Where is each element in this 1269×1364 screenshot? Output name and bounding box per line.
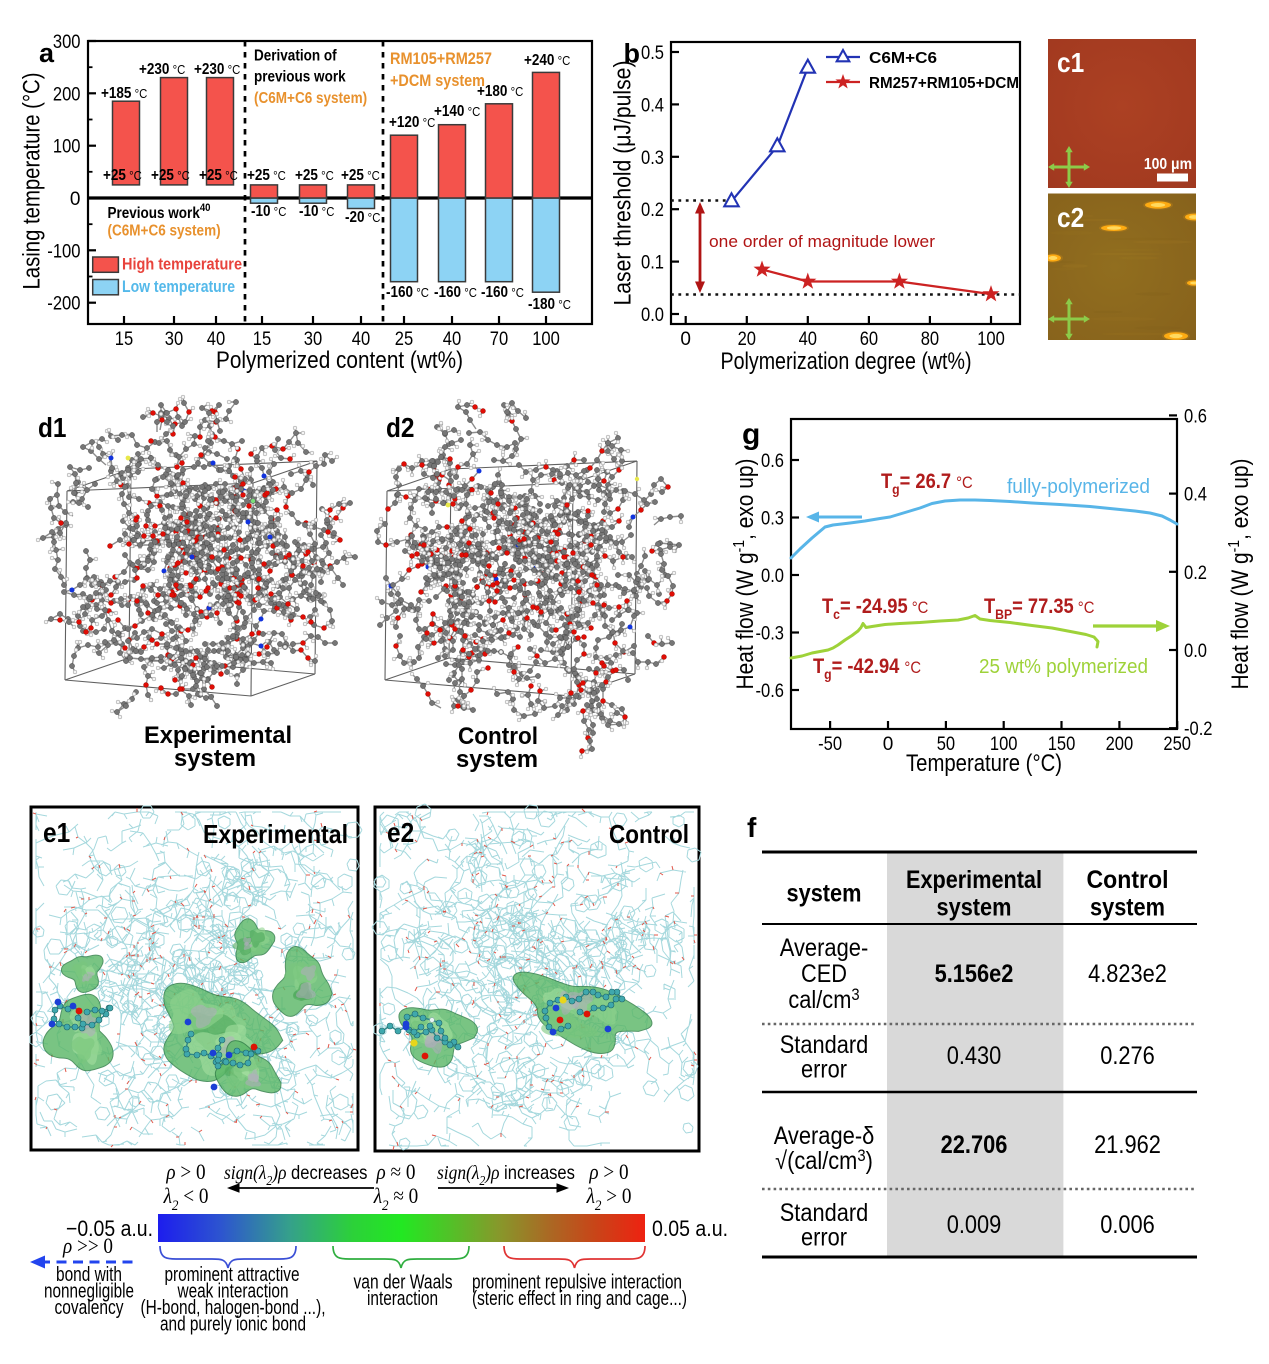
svg-text:200: 200 bbox=[53, 84, 81, 105]
svg-text:+185 °C: +185 °C bbox=[101, 85, 147, 102]
svg-text:RM257+RM105+DCM: RM257+RM105+DCM bbox=[869, 75, 1019, 92]
svg-text:Heat flow (W g-1, exo up): Heat flow (W g-1, exo up) bbox=[1225, 459, 1253, 690]
svg-text:one order of magnitude lower: one order of magnitude lower bbox=[709, 233, 936, 251]
svg-text:RM105+RM257: RM105+RM257 bbox=[390, 50, 492, 68]
svg-text:system: system bbox=[456, 746, 538, 773]
svg-text:100: 100 bbox=[977, 329, 1005, 350]
svg-text:a: a bbox=[39, 38, 55, 68]
svg-text:0.4: 0.4 bbox=[641, 95, 664, 116]
svg-text:-50: -50 bbox=[818, 734, 842, 755]
svg-text:0.4: 0.4 bbox=[1184, 485, 1207, 506]
svg-text:Derivation of: Derivation of bbox=[254, 48, 337, 65]
svg-text:100 μm: 100 μm bbox=[1144, 156, 1192, 173]
svg-text:-20 °C: -20 °C bbox=[345, 209, 381, 226]
svg-text:0.3: 0.3 bbox=[641, 148, 664, 169]
svg-text:0: 0 bbox=[70, 189, 81, 210]
svg-text:b: b bbox=[624, 39, 641, 69]
svg-text:40: 40 bbox=[799, 329, 817, 350]
svg-text:+25 °C: +25 °C bbox=[247, 167, 286, 184]
svg-text:80: 80 bbox=[921, 329, 939, 350]
svg-text:0: 0 bbox=[883, 734, 894, 755]
svg-text:-160 °C: -160 °C bbox=[481, 284, 524, 301]
svg-text:-0.3: -0.3 bbox=[756, 624, 785, 645]
svg-text:Temperature (°C): Temperature (°C) bbox=[906, 750, 1062, 777]
svg-text:+230 °C: +230 °C bbox=[139, 61, 185, 78]
svg-text:300: 300 bbox=[53, 32, 81, 53]
svg-text:-180 °C: -180 °C bbox=[528, 296, 571, 313]
svg-text:Polymerized content (wt%): Polymerized content (wt%) bbox=[216, 347, 463, 374]
svg-text:High temperature: High temperature bbox=[122, 256, 242, 274]
svg-text:15: 15 bbox=[115, 329, 133, 350]
svg-text:-10 °C: -10 °C bbox=[251, 203, 287, 220]
svg-text:-200: -200 bbox=[47, 294, 80, 315]
svg-text:0.0: 0.0 bbox=[641, 305, 664, 326]
svg-text:C6M+C6: C6M+C6 bbox=[869, 50, 937, 67]
svg-text:-100: -100 bbox=[47, 241, 80, 262]
svg-text:250: 250 bbox=[1163, 734, 1191, 755]
svg-text:-160 °C: -160 °C bbox=[434, 284, 477, 301]
svg-text:100: 100 bbox=[532, 329, 560, 350]
svg-text:Low temperature: Low temperature bbox=[122, 278, 235, 296]
svg-text:+140 °C: +140 °C bbox=[434, 103, 480, 120]
svg-text:0.6: 0.6 bbox=[1184, 406, 1207, 427]
svg-text:0.2: 0.2 bbox=[641, 200, 664, 221]
svg-text:0.2: 0.2 bbox=[1184, 563, 1207, 584]
svg-text:70: 70 bbox=[490, 329, 508, 350]
svg-text:c2: c2 bbox=[1057, 202, 1084, 233]
svg-text:0.3: 0.3 bbox=[761, 509, 784, 530]
svg-text:g: g bbox=[742, 418, 760, 451]
svg-text:Laser threshold (μJ/pulse): Laser threshold (μJ/pulse) bbox=[610, 61, 637, 306]
svg-text:+120 °C: +120 °C bbox=[389, 114, 435, 131]
svg-text:0: 0 bbox=[680, 329, 691, 350]
svg-text:+25 °C: +25 °C bbox=[199, 167, 238, 184]
svg-text:0.6: 0.6 bbox=[761, 451, 784, 472]
svg-text:previous work: previous work bbox=[254, 69, 346, 86]
svg-text:25 wt% polymerized: 25 wt% polymerized bbox=[979, 656, 1148, 678]
svg-text:Lasing temperature (°C): Lasing temperature (°C) bbox=[19, 73, 46, 290]
svg-text:+230 °C: +230 °C bbox=[194, 61, 240, 78]
svg-text:Previous work40: Previous work40 bbox=[108, 202, 211, 222]
svg-text:20: 20 bbox=[738, 329, 756, 350]
svg-text:-160 °C: -160 °C bbox=[386, 284, 429, 301]
svg-text:-0.6: -0.6 bbox=[756, 681, 785, 702]
svg-text:0.1: 0.1 bbox=[641, 253, 664, 274]
svg-text:30: 30 bbox=[165, 329, 183, 350]
svg-text:(C6M+C6 system): (C6M+C6 system) bbox=[254, 90, 367, 107]
svg-text:60: 60 bbox=[860, 329, 878, 350]
svg-text:+DCM system: +DCM system bbox=[390, 72, 485, 90]
svg-text:200: 200 bbox=[1106, 734, 1134, 755]
svg-text:d1: d1 bbox=[38, 412, 67, 443]
svg-text:0.0: 0.0 bbox=[1184, 641, 1207, 662]
svg-text:system: system bbox=[174, 745, 256, 772]
svg-text:+240 °C: +240 °C bbox=[524, 52, 570, 69]
svg-text:d2: d2 bbox=[386, 412, 415, 443]
svg-text:(C6M+C6 system): (C6M+C6 system) bbox=[108, 223, 221, 240]
svg-text:+25 °C: +25 °C bbox=[103, 167, 142, 184]
svg-text:-10 °C: -10 °C bbox=[299, 203, 335, 220]
svg-text:+25 °C: +25 °C bbox=[341, 167, 380, 184]
svg-text:+25 °C: +25 °C bbox=[295, 167, 334, 184]
svg-text:Polymerization degree (wt%): Polymerization degree (wt%) bbox=[721, 348, 972, 375]
svg-text:fully-polymerized: fully-polymerized bbox=[1007, 476, 1150, 498]
svg-text:100: 100 bbox=[53, 137, 81, 158]
svg-text:Heat flow (W g-1, exo up): Heat flow (W g-1, exo up) bbox=[730, 459, 758, 690]
svg-text:0.5: 0.5 bbox=[641, 43, 664, 64]
svg-text:0.0: 0.0 bbox=[761, 566, 784, 587]
svg-text:+25 °C: +25 °C bbox=[151, 167, 190, 184]
svg-text:c1: c1 bbox=[1057, 47, 1084, 78]
